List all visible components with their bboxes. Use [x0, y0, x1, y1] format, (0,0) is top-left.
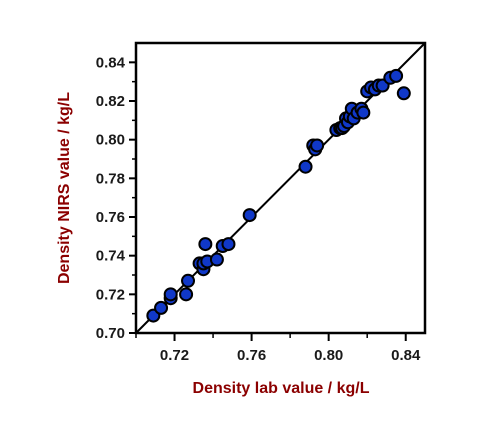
y-tick-label: 0.74	[96, 248, 126, 265]
data-point	[209, 252, 224, 267]
data-points	[146, 68, 411, 323]
x-tick-label: 0.84	[391, 347, 421, 364]
data-point	[163, 287, 178, 302]
x-tick-label: 0.76	[237, 347, 266, 364]
y-axis-ticks: 0.70 0.72 0.74 0.76 0.78 0.80 0.82 0.84	[96, 54, 136, 342]
plot-frame	[134, 41, 427, 335]
data-point	[242, 208, 257, 223]
data-point	[198, 237, 213, 252]
data-point	[356, 105, 371, 120]
x-axis-ticks: 0.72 0.76 0.80 0.84	[135, 333, 421, 364]
x-tick-label: 0.72	[160, 347, 189, 364]
y-tick-label: 0.70	[96, 325, 125, 342]
y-tick-label: 0.84	[96, 54, 126, 71]
y-tick-label: 0.76	[96, 209, 125, 226]
data-point	[154, 300, 169, 315]
data-point	[179, 287, 194, 302]
data-point	[298, 159, 313, 174]
x-axis-title: Density lab value / kg/L	[193, 380, 370, 397]
y-tick-label: 0.82	[96, 93, 125, 110]
x-tick-label: 0.80	[314, 347, 343, 364]
y-tick-label: 0.80	[96, 132, 125, 149]
data-point	[310, 138, 325, 153]
data-point	[396, 86, 411, 101]
data-point	[389, 68, 404, 83]
y-tick-label: 0.78	[96, 170, 125, 187]
data-point	[181, 273, 196, 288]
y-tick-label: 0.72	[96, 286, 125, 303]
y-axis-title: Density NIRS value / kg/L	[56, 92, 73, 284]
data-point	[221, 237, 236, 252]
